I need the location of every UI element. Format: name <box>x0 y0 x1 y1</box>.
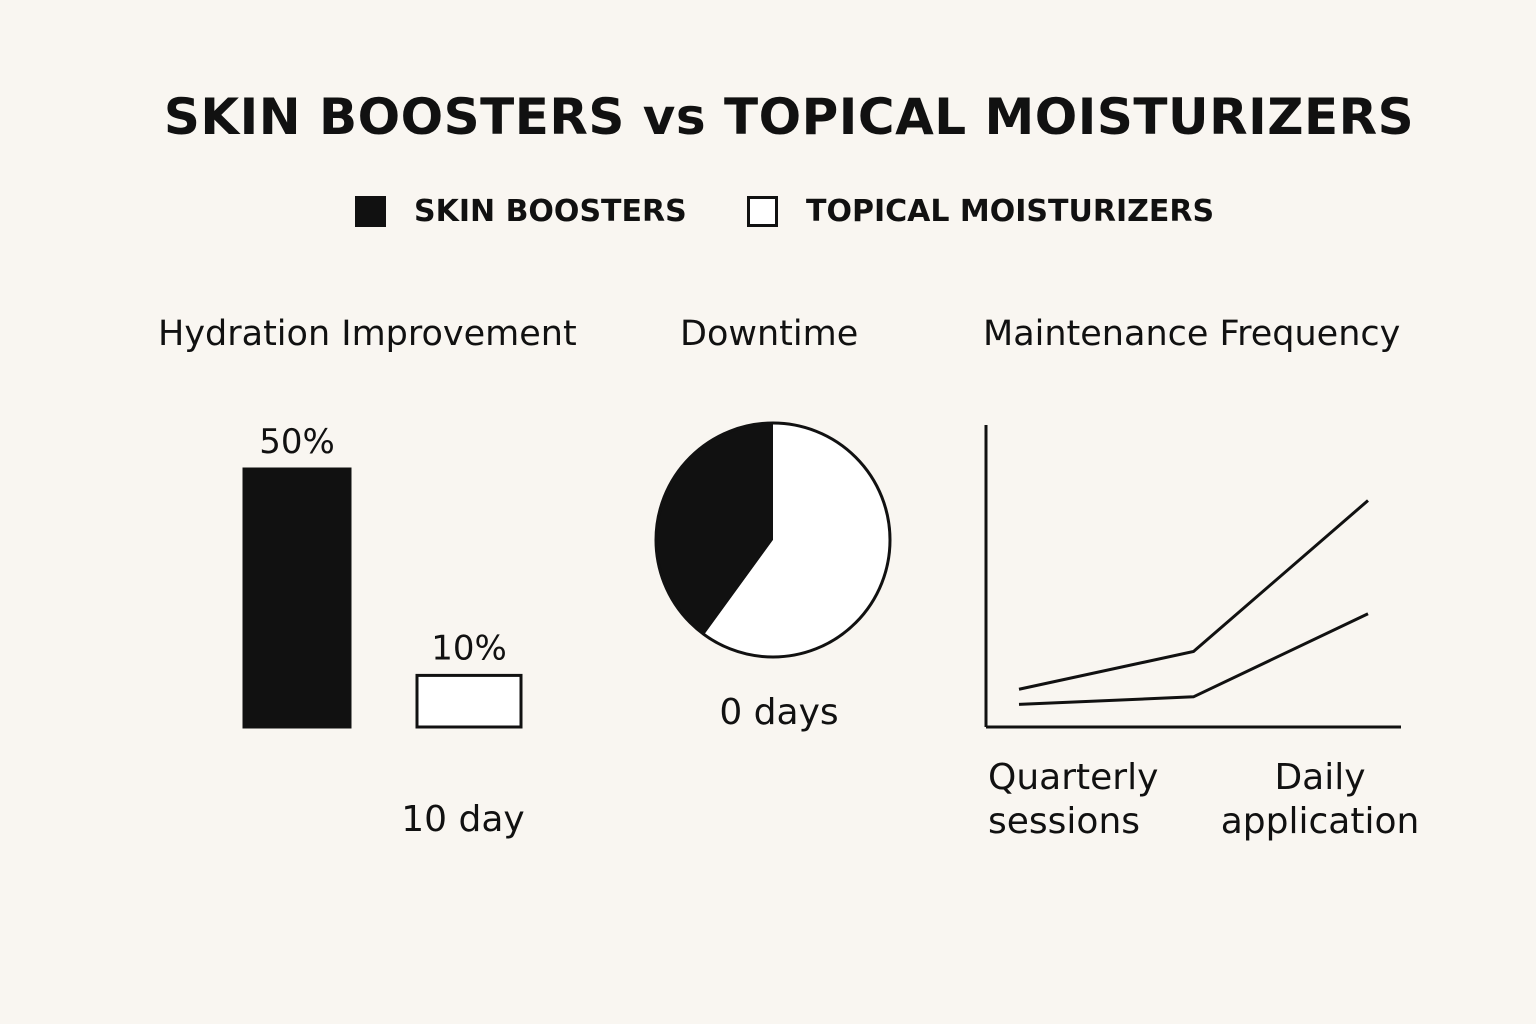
downtime-panel-title: Downtime <box>680 314 859 354</box>
legend-item-topical-moisturizers: TOPICAL MOISTURIZERS <box>747 194 1214 229</box>
legend-swatch-topical-moisturizers <box>747 196 778 227</box>
legend-swatch-skin-boosters <box>355 196 386 227</box>
line-series-upper <box>1018 499 1369 691</box>
x-tick-label-0-line-0: Quarterly <box>988 757 1158 798</box>
pie-outline <box>654 421 892 659</box>
bar-skin-boosters <box>242 467 352 729</box>
legend-label-topical-moisturizers: TOPICAL MOISTURIZERS <box>806 194 1215 229</box>
legend-item-skin-boosters: SKIN BOOSTERS <box>355 194 687 229</box>
legend-label-skin-boosters: SKIN BOOSTERS <box>414 194 687 229</box>
chart-title: SKIN BOOSTERS vs TOPICAL MOISTURIZERS <box>163 88 1415 146</box>
bar-value-label-0: 50% <box>259 422 335 462</box>
bar-value-label-1: 10% <box>431 628 507 668</box>
line-series-lower <box>1018 612 1369 706</box>
downtime-caption: 0 days <box>719 692 838 733</box>
hydration-note: 10 day <box>401 799 524 840</box>
x-tick-label-1-line-1: application <box>1221 801 1420 842</box>
bar-topical-moisturizers <box>415 673 523 729</box>
hydration-panel-title: Hydration Improvement <box>158 314 577 354</box>
x-tick-label-1-line-0: Daily <box>1274 757 1365 798</box>
pie-slice-skin-boosters <box>656 423 773 635</box>
maintenance-panel-title: Maintenance Frequency <box>983 314 1401 354</box>
pie-slice-topical-moisturizers <box>704 423 891 658</box>
x-tick-label-0-line-1: sessions <box>988 801 1140 842</box>
